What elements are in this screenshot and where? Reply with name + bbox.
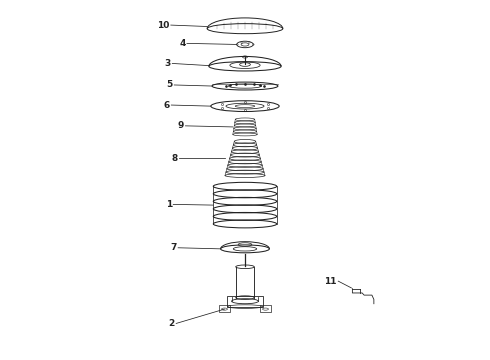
Text: 4: 4 <box>179 39 185 48</box>
Text: 3: 3 <box>165 59 171 68</box>
Text: 5: 5 <box>167 81 173 90</box>
Text: 1: 1 <box>166 200 172 209</box>
Text: 7: 7 <box>171 243 177 252</box>
Bar <box>260 305 271 312</box>
Text: 2: 2 <box>169 319 175 328</box>
Bar <box>227 296 263 307</box>
Text: 6: 6 <box>164 100 170 109</box>
Text: 9: 9 <box>177 121 184 130</box>
Text: 11: 11 <box>324 276 337 285</box>
Bar <box>219 305 230 312</box>
Text: 8: 8 <box>172 154 178 163</box>
Text: 10: 10 <box>157 21 170 30</box>
